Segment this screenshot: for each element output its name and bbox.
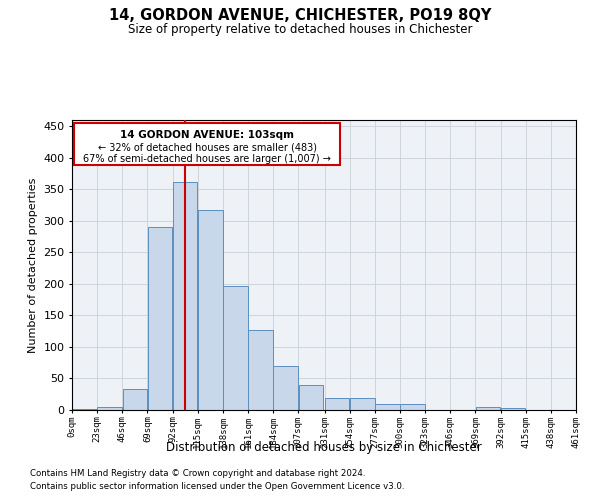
Bar: [148, 227, 172, 410]
Text: 14, GORDON AVENUE, CHICHESTER, PO19 8QY: 14, GORDON AVENUE, CHICHESTER, PO19 8QY: [109, 8, 491, 22]
Text: Contains public sector information licensed under the Open Government Licence v3: Contains public sector information licen…: [30, 482, 404, 491]
Bar: [72, 408, 97, 410]
Y-axis label: Number of detached properties: Number of detached properties: [28, 178, 38, 352]
Bar: [476, 407, 500, 410]
Bar: [248, 330, 273, 410]
Bar: [173, 182, 197, 410]
Bar: [198, 210, 223, 410]
Bar: [325, 398, 349, 410]
Bar: [350, 398, 374, 410]
Text: ← 32% of detached houses are smaller (483): ← 32% of detached houses are smaller (48…: [98, 143, 317, 153]
Bar: [223, 286, 248, 410]
Text: 14 GORDON AVENUE: 103sqm: 14 GORDON AVENUE: 103sqm: [120, 130, 294, 140]
Bar: [122, 389, 147, 410]
Text: Contains HM Land Registry data © Crown copyright and database right 2024.: Contains HM Land Registry data © Crown c…: [30, 468, 365, 477]
Text: 67% of semi-detached houses are larger (1,007) →: 67% of semi-detached houses are larger (…: [83, 154, 331, 164]
Text: Distribution of detached houses by size in Chichester: Distribution of detached houses by size …: [166, 441, 482, 454]
FancyBboxPatch shape: [74, 123, 340, 166]
Bar: [299, 385, 323, 410]
Bar: [501, 408, 526, 410]
Bar: [400, 404, 425, 410]
Bar: [97, 407, 122, 410]
Text: Size of property relative to detached houses in Chichester: Size of property relative to detached ho…: [128, 22, 472, 36]
Bar: [274, 366, 298, 410]
Bar: [375, 404, 400, 410]
